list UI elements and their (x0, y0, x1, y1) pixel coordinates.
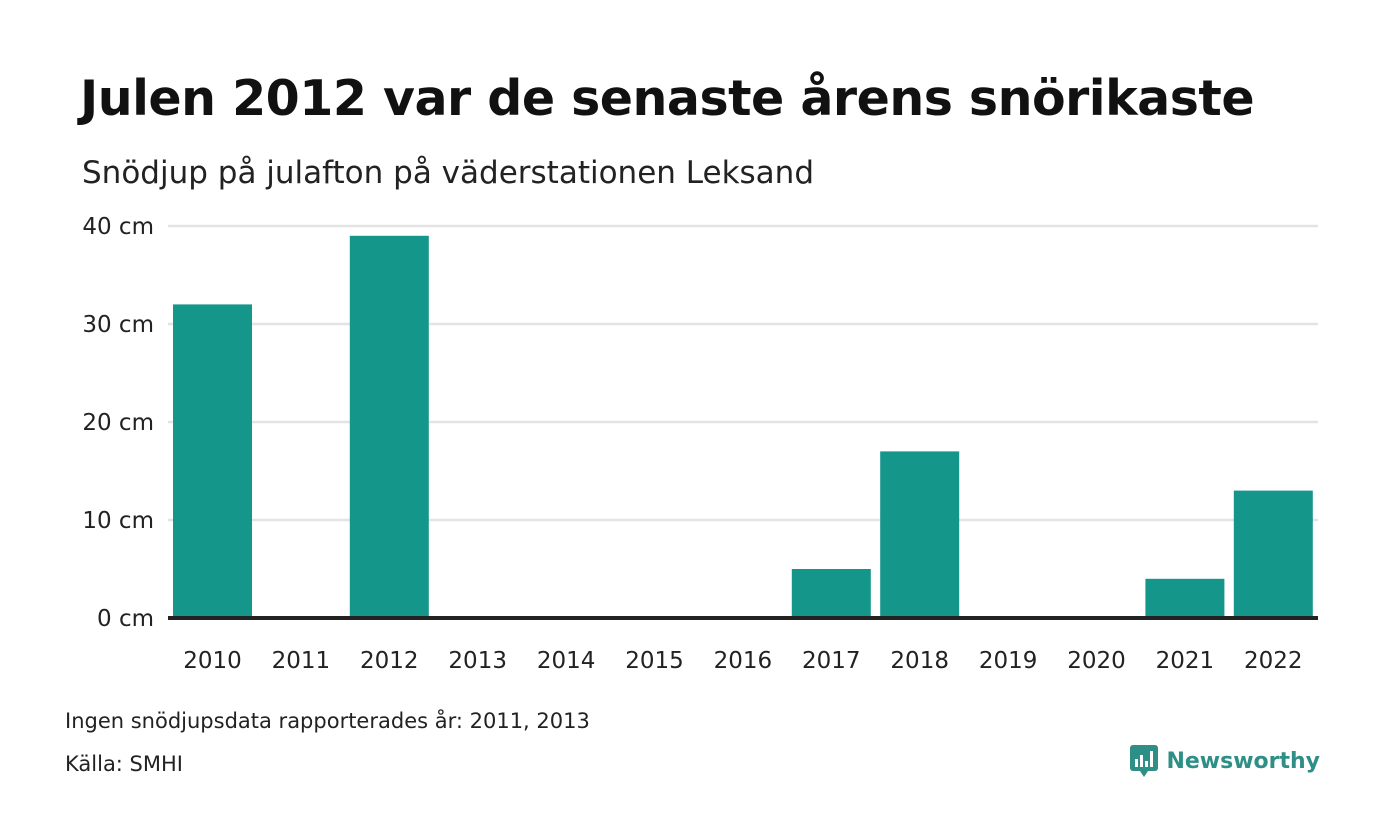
x-tick-label: 2017 (802, 648, 861, 674)
x-tick-label: 2018 (890, 648, 949, 674)
y-tick-label: 40 cm (82, 214, 154, 240)
chart-title: Julen 2012 var de senaste årens snörikas… (80, 70, 1255, 127)
y-tick-label: 10 cm (82, 508, 154, 534)
source-label: Källa: SMHI (65, 752, 183, 776)
newsworthy-logo-icon (1130, 745, 1159, 777)
x-tick-label: 2021 (1156, 648, 1215, 674)
x-tick-label: 2014 (537, 648, 596, 674)
y-tick-label: 30 cm (82, 312, 154, 338)
bar-2017 (791, 569, 871, 618)
bar-2018 (880, 451, 960, 618)
footnote-missing-data: Ingen snödjupsdata rapporterades år: 201… (65, 709, 590, 733)
bar-2010 (173, 304, 252, 618)
grid-lines (168, 224, 1318, 522)
bar-chart: 0 cm 10 cm 20 cm 30 cm 40 cm 2010 2011 2012 2013… (82, 214, 1318, 674)
axes: 0 cm 10 cm 20 cm 30 cm 40 cm 2010 2011 2012 2013… (82, 214, 1318, 674)
x-tick-label: 2022 (1244, 648, 1303, 674)
bar-2012 (349, 235, 429, 619)
x-tick-label: 2013 (448, 648, 507, 674)
x-tick-label: 2012 (360, 648, 419, 674)
bar-2022 (1233, 490, 1313, 618)
bars (173, 235, 1313, 619)
brand-name: Newsworthy (1166, 748, 1320, 774)
y-tick-label: 20 cm (82, 410, 154, 436)
bar-2021 (1145, 578, 1225, 618)
brand-logo: Newsworthy (1130, 745, 1320, 777)
x-tick-label: 2015 (625, 648, 684, 674)
x-tick-label: 2016 (714, 648, 773, 674)
x-tick-label: 2011 (272, 648, 331, 674)
chart-subtitle: Snödjup på julafton på väderstationen Le… (82, 155, 814, 191)
y-tick-label: 0 cm (97, 606, 154, 632)
x-tick-label: 2020 (1067, 648, 1126, 674)
x-tick-label: 2010 (183, 648, 242, 674)
x-tick-label: 2019 (979, 648, 1038, 674)
